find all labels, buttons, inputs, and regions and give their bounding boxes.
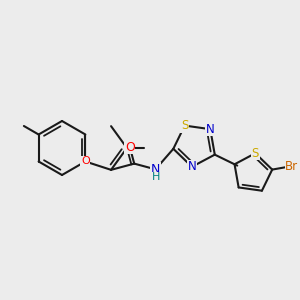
Text: N: N (151, 163, 160, 176)
Text: S: S (181, 119, 188, 132)
Text: H: H (152, 172, 161, 182)
Text: O: O (125, 141, 135, 154)
Text: N: N (206, 123, 215, 136)
Text: O: O (81, 157, 90, 166)
Text: Br: Br (285, 160, 298, 172)
Text: N: N (188, 160, 196, 173)
Text: S: S (252, 147, 259, 160)
